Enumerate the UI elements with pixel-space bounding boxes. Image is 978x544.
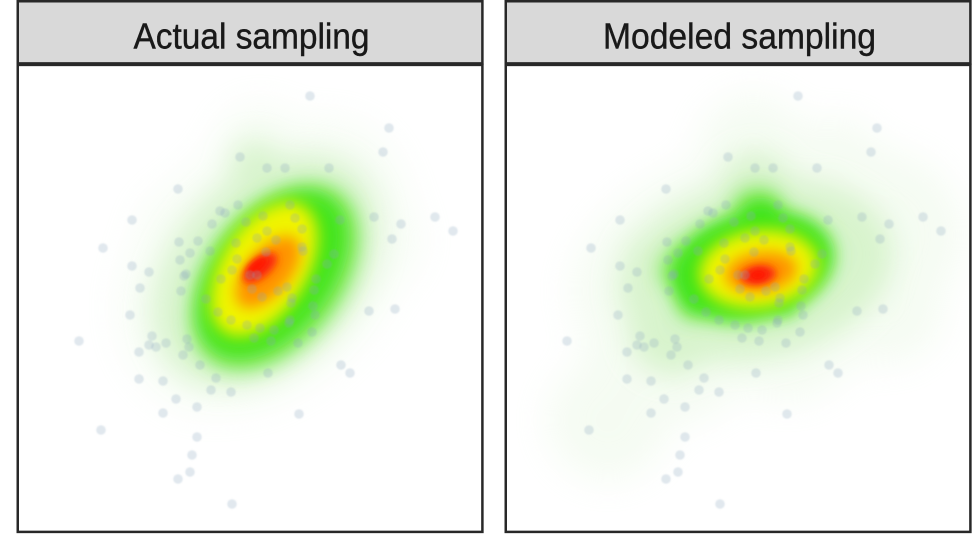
svg-text:Actual sampling: Actual sampling [134,16,370,57]
svg-text:Modeled sampling: Modeled sampling [603,16,876,57]
